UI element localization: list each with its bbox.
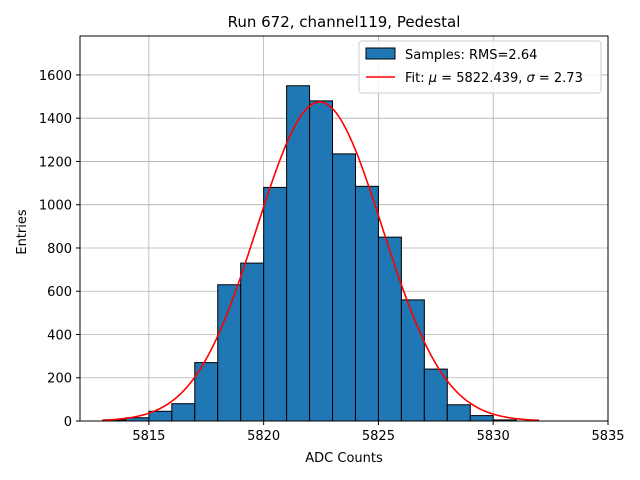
y-tick-label: 0 — [64, 415, 72, 430]
y-tick-label: 1000 — [39, 199, 72, 214]
y-tick-label: 400 — [47, 328, 72, 343]
histogram-bar — [263, 186, 288, 422]
histogram-bar — [171, 403, 196, 422]
histogram-bar — [217, 284, 242, 422]
x-axis-label: ADC Counts — [305, 451, 383, 466]
plot-frame — [79, 35, 609, 422]
x-tick-label: 5825 — [362, 429, 395, 444]
histogram-bar — [469, 415, 494, 422]
x-axis-ticks: 5815 5820 5825 5830 5835 — [132, 421, 625, 444]
legend-fit-prefix: Fit: — [405, 71, 429, 86]
y-axis-label: Entries — [15, 209, 30, 255]
y-tick-label: 800 — [47, 242, 72, 257]
legend-box — [358, 40, 602, 94]
legend-mu-symbol: μ — [428, 71, 437, 86]
legend-samples-label: Samples: RMS=2.64 — [405, 48, 537, 63]
y-tick-label: 1400 — [39, 112, 72, 127]
y-tick-label: 200 — [47, 372, 72, 387]
histogram-bar — [400, 299, 425, 422]
histogram-bar — [446, 404, 471, 422]
legend: Samples: RMS=2.64 Fit: μ = 5822.439, σ =… — [358, 40, 602, 94]
fit-curve-group — [102, 101, 540, 422]
histogram-bar — [240, 262, 265, 422]
legend-sigma-symbol: σ — [527, 71, 536, 86]
legend-fit-label: Fit: μ = 5822.439, σ = 2.73 — [405, 71, 583, 86]
histogram-bar — [354, 185, 379, 422]
y-tick-label: 1200 — [39, 155, 72, 170]
histogram-bar — [377, 236, 402, 422]
legend-sigma-value: = 2.73 — [535, 71, 583, 86]
chart-title: Run 672, channel119, Pedestal — [228, 13, 461, 31]
x-tick-label: 5820 — [247, 429, 280, 444]
histogram-bar — [309, 100, 334, 422]
histogram-bar — [332, 153, 356, 422]
x-tick-label: 5830 — [477, 429, 510, 444]
legend-mu-value: = 5822.439, — [437, 71, 526, 86]
histogram-bars — [102, 85, 517, 422]
fit-curve — [102, 101, 540, 422]
y-tick-label: 1600 — [39, 69, 72, 84]
legend-samples-swatch — [365, 47, 396, 60]
y-axis-ticks: 0 200 400 600 800 1000 1200 1400 1600 — [39, 69, 80, 430]
x-tick-label: 5835 — [591, 429, 624, 444]
x-tick-label: 5815 — [132, 429, 165, 444]
y-tick-label: 600 — [47, 285, 72, 300]
